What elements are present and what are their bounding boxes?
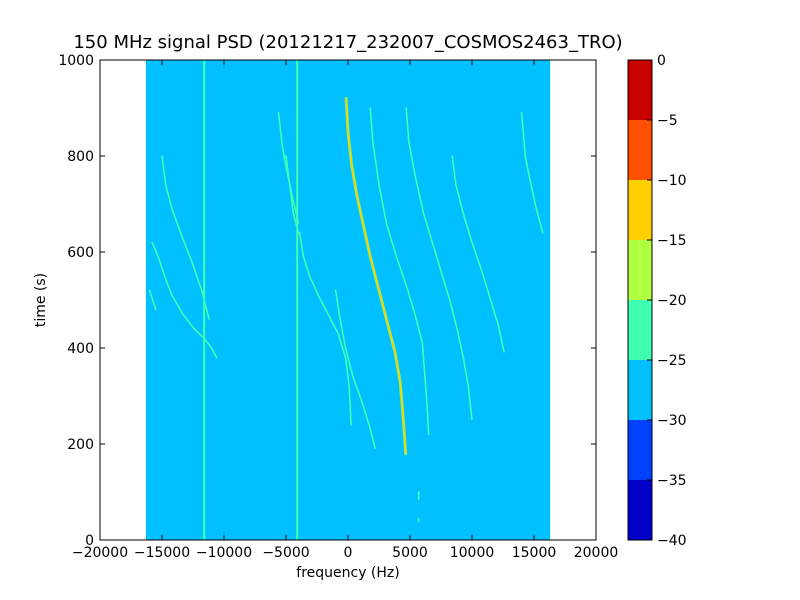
colorbar-tick-label: −15 bbox=[657, 233, 687, 249]
x-axis-label: frequency (Hz) bbox=[296, 565, 399, 581]
chart-title: 150 MHz signal PSD (20121217_232007_COSM… bbox=[73, 32, 622, 53]
colorbar-tick-label: −20 bbox=[657, 293, 687, 309]
colorbar-segment bbox=[628, 180, 652, 240]
colorbar-tick-label: −30 bbox=[657, 413, 687, 429]
colorbar-segment bbox=[628, 300, 652, 360]
x-tick-label: −5000 bbox=[262, 545, 309, 561]
colorbar-segment bbox=[628, 360, 652, 420]
x-tick-label: −15000 bbox=[134, 545, 190, 561]
colorbar-tick-label: −40 bbox=[657, 533, 687, 549]
x-tick-label: 5000 bbox=[392, 545, 428, 561]
colorbar-tick-label: −5 bbox=[657, 113, 678, 129]
x-tick-label: 10000 bbox=[450, 545, 495, 561]
y-tick-label: 400 bbox=[67, 341, 94, 357]
colorbar-segment bbox=[628, 480, 652, 540]
colorbar-segment bbox=[628, 240, 652, 300]
signal-trace-0 bbox=[345, 97, 407, 455]
y-axis: 0 200 400 600 800 1000 bbox=[58, 53, 596, 549]
plot-area bbox=[145, 60, 551, 540]
colorbar-tick-label: 0 bbox=[657, 53, 666, 69]
signal-trace-9 bbox=[151, 241, 218, 359]
x-tick-label: −20000 bbox=[72, 545, 128, 561]
signal-trace-1 bbox=[298, 232, 352, 426]
x-tick-label: 20000 bbox=[574, 545, 619, 561]
signal-trace-4 bbox=[277, 112, 300, 224]
colorbar-segment bbox=[628, 60, 652, 120]
colorbar-tick-label: −25 bbox=[657, 353, 687, 369]
x-tick-label: 0 bbox=[344, 545, 353, 561]
y-tick-label: 200 bbox=[67, 437, 94, 453]
signal-trace-11 bbox=[148, 289, 157, 311]
signal-trace-2 bbox=[285, 155, 300, 234]
signal-trace-6 bbox=[405, 107, 473, 421]
colorbar-tick-label: −10 bbox=[657, 173, 687, 189]
signal-trace-5 bbox=[369, 107, 430, 436]
colorbar-segment bbox=[628, 120, 652, 180]
y-tick-label: 1000 bbox=[58, 53, 94, 69]
y-axis-label: time (s) bbox=[33, 273, 49, 327]
x-tick-label: 15000 bbox=[512, 545, 557, 561]
signal-trace-3 bbox=[334, 289, 377, 450]
y-tick-label: 0 bbox=[85, 533, 94, 549]
signal-trace-7 bbox=[451, 155, 505, 354]
colorbar: 0 −5 −10 −15 −20 −25 −30 −35 −40 bbox=[627, 53, 687, 549]
y-tick-label: 600 bbox=[67, 245, 94, 261]
colorbar-tick-label: −35 bbox=[657, 473, 687, 489]
signal-trace-8 bbox=[520, 112, 544, 234]
x-tick-label: −10000 bbox=[196, 545, 252, 561]
x-axis: −20000 −15000 −10000 −5000 0 5000 10000 15000 20… bbox=[72, 60, 618, 561]
y-tick-label: 800 bbox=[67, 149, 94, 165]
colorbar-segment bbox=[628, 420, 652, 480]
signal-trace-10 bbox=[161, 155, 210, 320]
